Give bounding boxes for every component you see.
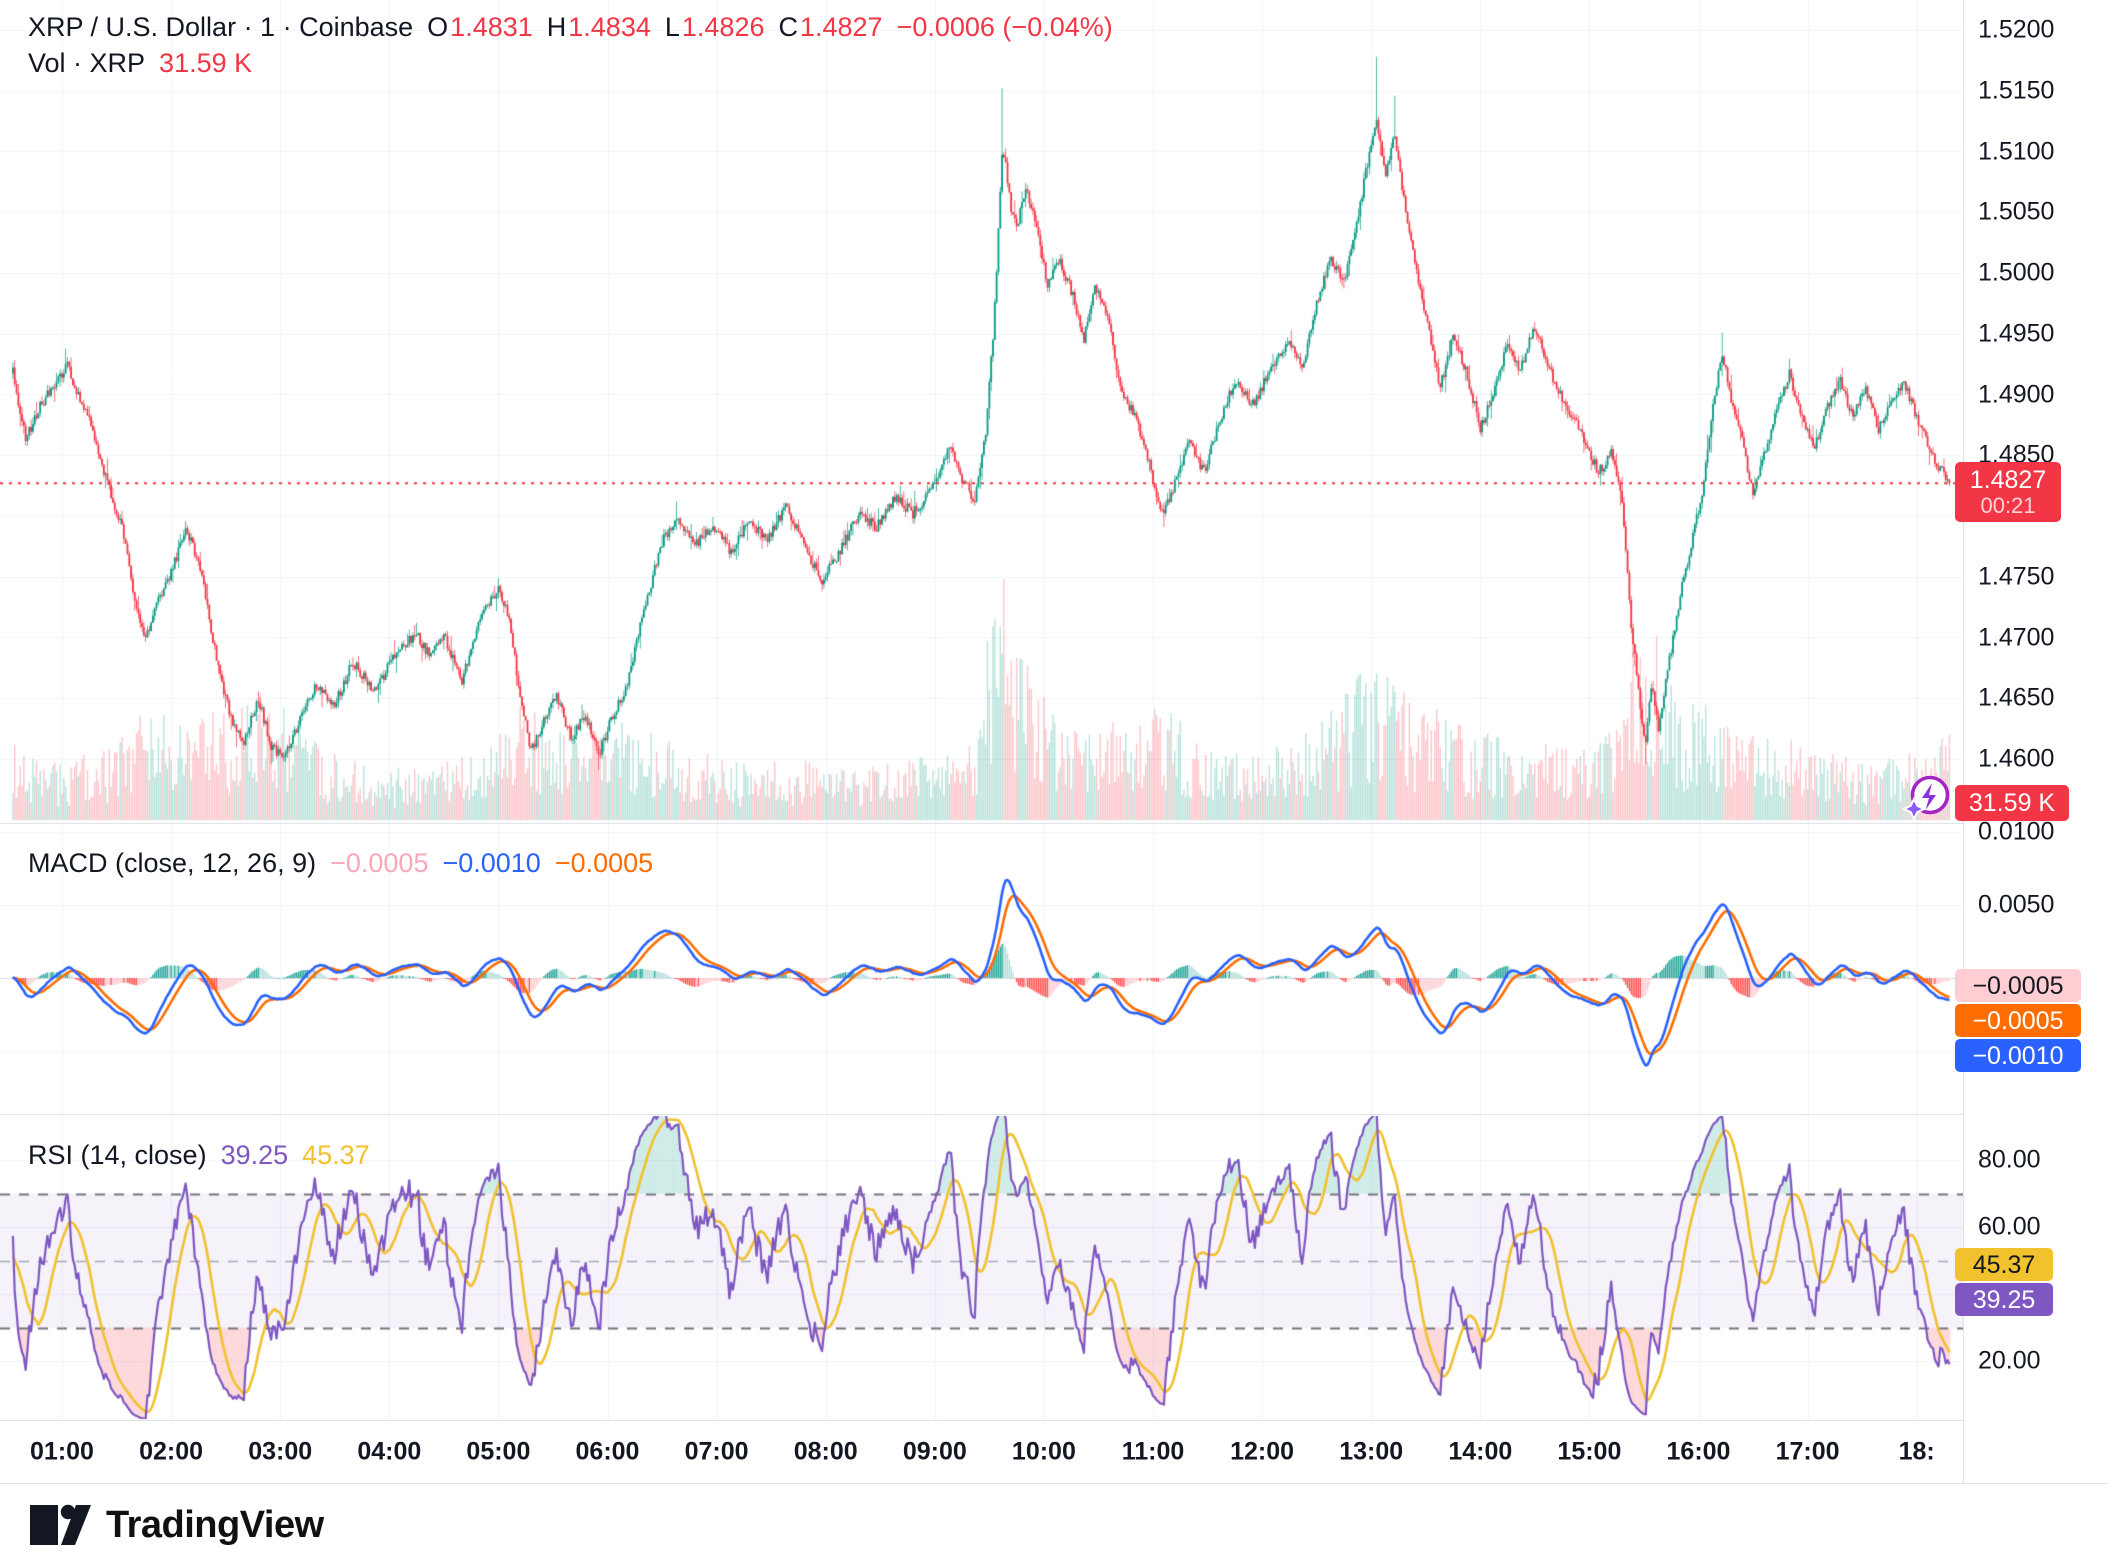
price-axis-label: 1.5000 bbox=[1978, 258, 2055, 287]
rsi-axis-label: 60.00 bbox=[1978, 1212, 2041, 1241]
pane-divider-macd-rsi[interactable] bbox=[0, 1114, 2108, 1115]
time-label: 15:00 bbox=[1557, 1437, 1622, 1466]
rsi-ma-badge: 45.37 bbox=[1955, 1248, 2053, 1281]
macd-legend[interactable]: MACD (close, 12, 26, 9) −0.0005 −0.0010 … bbox=[28, 846, 653, 880]
bar-countdown: 00:21 bbox=[1980, 493, 2036, 518]
macd-title: MACD (close, 12, 26, 9) bbox=[28, 848, 317, 878]
price-axis-label: 1.5050 bbox=[1978, 197, 2055, 226]
macd-histogram-badge: −0.0005 bbox=[1955, 969, 2081, 1002]
price-axis-label: 1.4700 bbox=[1978, 623, 2055, 651]
time-label: 01:00 bbox=[30, 1437, 94, 1466]
time-label: 18: bbox=[1898, 1437, 1935, 1466]
time-label: 07:00 bbox=[684, 1437, 749, 1466]
price-axis-label: 1.4950 bbox=[1978, 319, 2055, 348]
time-label: 06:00 bbox=[575, 1437, 640, 1466]
time-label: 14:00 bbox=[1448, 1437, 1513, 1466]
time-label: 08:00 bbox=[793, 1437, 858, 1466]
ohlc-open: O 1.4831 bbox=[427, 12, 533, 42]
rsi-title: RSI (14, close) bbox=[28, 1140, 207, 1170]
sparkle-icon bbox=[1901, 796, 1927, 822]
price-change: −0.0006 (−0.04%) bbox=[896, 12, 1113, 42]
volume-legend[interactable]: Vol · XRP 31.59 K bbox=[28, 46, 252, 80]
tradingview-mark-icon bbox=[30, 1504, 91, 1545]
price-axis-label: 1.4750 bbox=[1978, 562, 2055, 591]
price-axis-label: 1.4900 bbox=[1978, 380, 2055, 408]
macd-hist-value: −0.0005 bbox=[330, 848, 429, 878]
price-axis-label: 1.4600 bbox=[1978, 744, 2055, 773]
ohlc-low: L 1.4826 bbox=[664, 12, 765, 42]
ohlc-high: H 1.4834 bbox=[546, 12, 651, 42]
rsi-value: 39.25 bbox=[220, 1140, 289, 1170]
current-price-value: 1.4827 bbox=[1969, 466, 2047, 494]
rsi-axis-label: 80.00 bbox=[1978, 1145, 2041, 1174]
time-label: 13:00 bbox=[1339, 1437, 1404, 1466]
macd-axis-label: 0.0100 bbox=[1978, 817, 2055, 846]
symbol-title: XRP / U.S. Dollar · 1 · Coinbase bbox=[28, 12, 414, 42]
rsi-legend[interactable]: RSI (14, close) 39.25 45.37 bbox=[28, 1138, 370, 1172]
price-axis-label: 1.5150 bbox=[1978, 76, 2055, 105]
symbol-legend[interactable]: XRP / U.S. Dollar · 1 · Coinbase O 1.4831… bbox=[28, 10, 1113, 44]
time-label: 03:00 bbox=[248, 1437, 313, 1466]
price-axis-label: 1.4650 bbox=[1978, 683, 2055, 712]
time-label: 17:00 bbox=[1775, 1437, 1840, 1466]
price-axis-label: 1.5200 bbox=[1978, 15, 2055, 44]
current-price-badge: 1.4827 00:21 bbox=[1955, 462, 2061, 522]
volume-badge: 31.59 K bbox=[1955, 785, 2069, 821]
time-label: 05:00 bbox=[466, 1437, 531, 1466]
time-label: 16:00 bbox=[1666, 1437, 1731, 1466]
volume-value: 31.59 K bbox=[159, 48, 253, 78]
macd-line-badge: −0.0010 bbox=[1955, 1039, 2081, 1072]
chart-bottom-border bbox=[0, 1483, 2108, 1484]
tradingview-logo[interactable]: TradingView bbox=[28, 1502, 324, 1548]
time-label: 10:00 bbox=[1011, 1437, 1076, 1466]
time-axis-border bbox=[0, 1420, 2108, 1421]
price-scale[interactable]: 1.5200 1.5150 1.5100 1.5050 1.5000 1.4950 1.49… bbox=[1963, 0, 2108, 1483]
time-label: 04:00 bbox=[357, 1437, 422, 1466]
chart-canvas[interactable] bbox=[0, 0, 1963, 1483]
pane-divider-price-macd[interactable] bbox=[0, 823, 2108, 824]
volume-label: Vol · XRP bbox=[28, 48, 146, 78]
rsi-axis-label: 20.00 bbox=[1978, 1346, 2041, 1375]
time-label: 11:00 bbox=[1121, 1437, 1185, 1466]
time-scale[interactable]: 01:00 02:00 03:00 04:00 05:00 06:00 07:00 08:00… bbox=[0, 1421, 1963, 1483]
rsi-ma-value: 45.37 bbox=[302, 1140, 370, 1170]
flash-icon[interactable] bbox=[1901, 771, 1955, 825]
time-label: 12:00 bbox=[1230, 1437, 1295, 1466]
price-axis-label: 1.5100 bbox=[1978, 137, 2055, 165]
ohlc-close: C 1.4827 bbox=[778, 12, 883, 42]
macd-line-value: −0.0010 bbox=[442, 848, 541, 878]
lightning-bolt-icon bbox=[1922, 783, 1936, 810]
time-label: 02:00 bbox=[139, 1437, 204, 1466]
tradingview-logo-text: TradingView bbox=[106, 1503, 324, 1546]
macd-signal-value: −0.0005 bbox=[554, 848, 654, 878]
macd-axis-label: 0.0050 bbox=[1978, 890, 2055, 919]
macd-signal-badge: −0.0005 bbox=[1955, 1004, 2081, 1037]
rsi-badge: 39.25 bbox=[1955, 1283, 2053, 1316]
time-label: 09:00 bbox=[902, 1437, 967, 1466]
